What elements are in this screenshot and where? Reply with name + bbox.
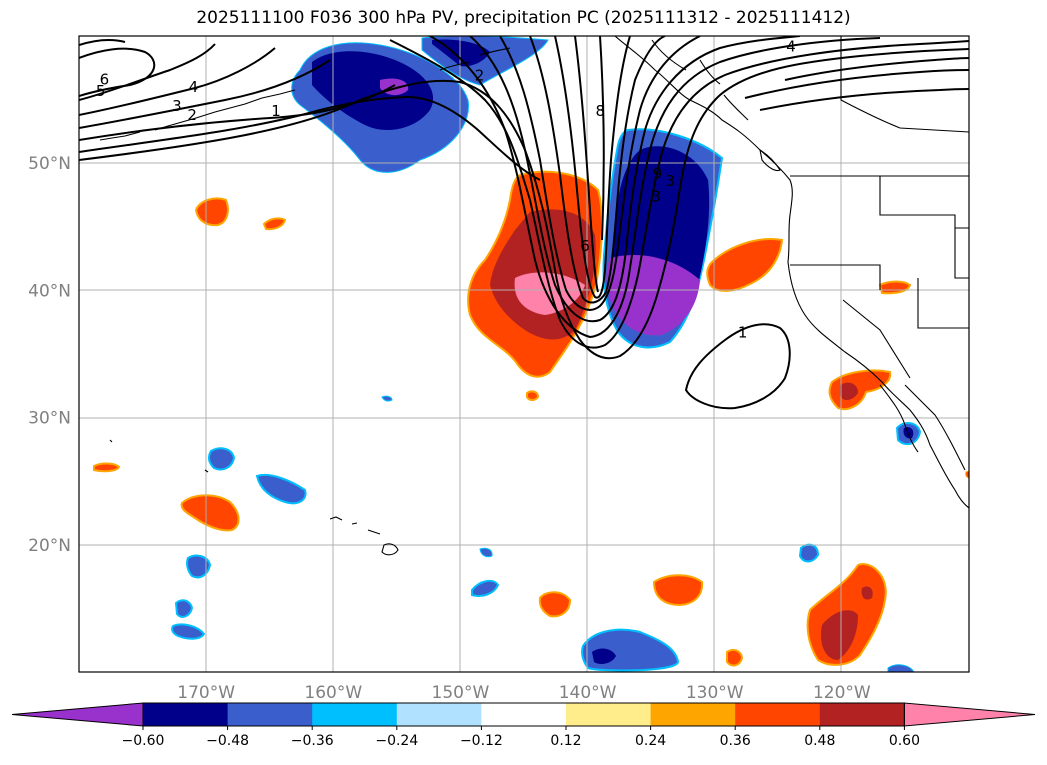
colorbar: −0.60 −0.48 −0.36 −0.24 −0.12 0.12 0.24 0.36 0.4… [11, 702, 1036, 749]
latitude-labels: 50°N 40°N 30°N 20°N [28, 154, 71, 556]
colorbar-segment [566, 703, 652, 726]
colorbar-tick-label: −0.36 [291, 733, 334, 749]
gulf-of-california [904, 384, 966, 471]
neg-patch [887, 664, 915, 672]
colorbar-segment [819, 703, 905, 726]
lon-label: 120°W [813, 683, 871, 703]
pv-contour-label: 3 [651, 187, 661, 205]
lat-label: 30°N [28, 409, 71, 429]
lon-label: 170°W [177, 683, 235, 703]
colorbar-tick-label: 0.48 [804, 733, 835, 749]
neg-patch [798, 543, 820, 563]
pv-contour-label: 4 [189, 78, 199, 96]
pv-contour-label: 3 [172, 97, 182, 115]
colorbar-tick-label: 0.12 [550, 733, 581, 749]
pos-patch [526, 390, 540, 401]
baja-california [879, 384, 919, 453]
colorbar-extend-max [903, 702, 1036, 727]
colorbar-segment [143, 703, 229, 726]
pos-patch [706, 238, 784, 292]
precip-pc-shading [93, 36, 969, 672]
colorbar-tick-label: 0.60 [889, 733, 920, 749]
colorbar-tick-label: 0.24 [635, 733, 666, 749]
pv-contour-label: 2 [475, 67, 485, 85]
pv-contour-label: 6 [100, 70, 110, 88]
pv-contour-label: 1 [271, 102, 281, 120]
lat-label: 40°N [28, 281, 71, 301]
pos-patch [93, 462, 121, 473]
pv-contour-label: 2 [936, 22, 946, 40]
aleutian-islands [99, 89, 296, 141]
hawaii-islands [329, 516, 399, 556]
pv-contour-label: 5 [96, 82, 106, 100]
pos-patch [180, 494, 240, 532]
lat-label: 50°N [28, 154, 71, 174]
pv-contour-label: 6 [580, 237, 590, 255]
colorbar-segment [312, 703, 398, 726]
colorbar-segment [735, 703, 821, 726]
north-america-coast [614, 36, 969, 509]
pv-contour-label: 4 [786, 37, 796, 55]
colorbar-tick-label: 0.36 [720, 733, 751, 749]
pv-contours [79, 36, 969, 410]
lat-label: 20°N [28, 536, 71, 556]
pos-patch [194, 197, 229, 227]
lon-label: 140°W [559, 683, 617, 703]
pv-contour-label: 2 [187, 106, 197, 124]
lon-label: 150°W [432, 683, 490, 703]
neg-patch [208, 447, 236, 471]
neg-patch [479, 547, 493, 558]
neg-patch [471, 579, 500, 597]
colorbar-tick-label: −0.24 [375, 733, 418, 749]
neg-patch [174, 599, 194, 618]
pos-patch [652, 574, 704, 607]
state-borders [790, 176, 969, 379]
gridlines [79, 36, 969, 672]
map-title: 2025111100 F036 300 hPa PV, precipitatio… [196, 8, 851, 28]
lon-label: 130°W [686, 683, 744, 703]
lon-label: 160°W [304, 683, 362, 703]
pos-patch [538, 591, 572, 618]
neg-patch [255, 474, 307, 505]
vancouver-island [759, 148, 781, 172]
colorbar-tick-label: −0.60 [122, 733, 165, 749]
colorbar-segment [650, 703, 736, 726]
pos-patch [262, 217, 287, 231]
pos-patch [726, 649, 744, 667]
neg-patch [186, 554, 212, 579]
pv-contour-label: 3 [665, 172, 675, 190]
colorbar-tick-label: −0.48 [206, 733, 249, 749]
longitude-labels: 170°W 160°W 150°W 140°W 130°W 120°W [177, 683, 871, 703]
pos-patch [965, 471, 969, 479]
colorbar-segment [396, 703, 482, 726]
map-frame [78, 35, 970, 673]
neg-patch [381, 395, 393, 402]
pv-contour-label: 1 [738, 323, 748, 341]
pv-contour-label: 8 [596, 102, 606, 120]
colorbar-tick-label: −0.12 [460, 733, 503, 749]
colorbar-segment [227, 703, 313, 726]
pv-contour-label: 9 [653, 164, 663, 182]
neg-patch [171, 623, 206, 640]
colorbar-segment [481, 703, 567, 726]
colorbar-extend-min [11, 702, 144, 727]
